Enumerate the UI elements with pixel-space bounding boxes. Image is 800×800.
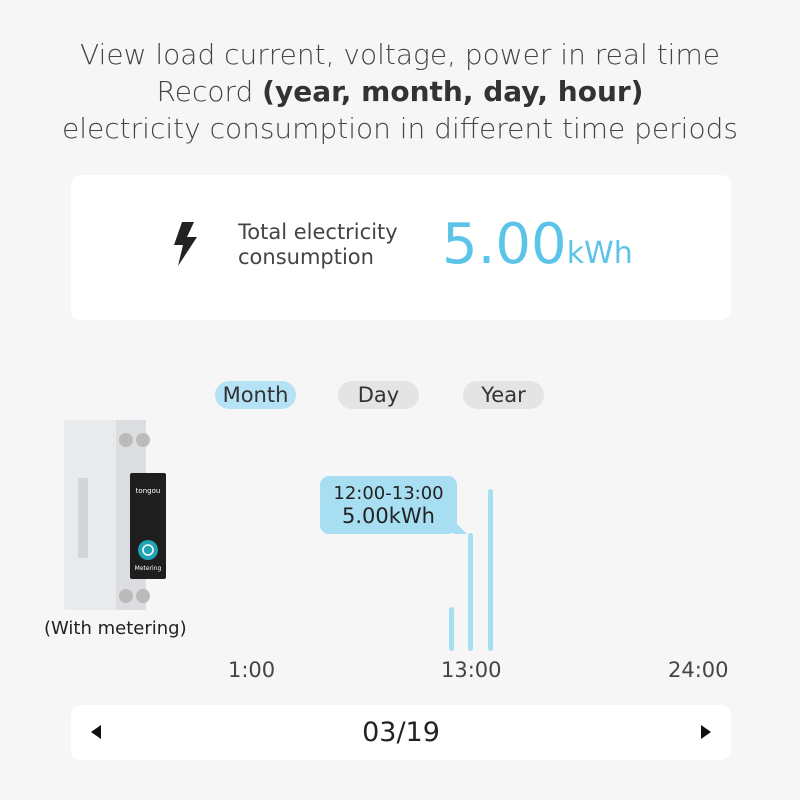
tab-year[interactable]: Year <box>463 381 544 409</box>
chart-tooltip: 12:00-13:00 5.00kWh <box>320 476 467 534</box>
headline: View load current, voltage, power in rea… <box>0 36 800 147</box>
total-consumption-card <box>71 175 731 320</box>
total-value: 5.00kWh <box>442 212 633 277</box>
x-tick-label: 1:00 <box>228 658 276 682</box>
headline-line2: Record (year, month, day, hour) <box>0 73 800 110</box>
chart-bar[interactable] <box>488 489 493 651</box>
total-label-line1: Total electricity <box>238 220 398 244</box>
total-label: Total electricity consumption <box>238 220 398 270</box>
chart-bar[interactable] <box>468 532 473 651</box>
triangle-left-icon[interactable] <box>91 725 101 739</box>
date-navigator: 03/19 <box>71 705 731 760</box>
x-tick-label: 13:00 <box>441 658 502 682</box>
triangle-right-icon[interactable] <box>701 725 711 739</box>
tooltip-value: 5.00kWh <box>342 504 435 528</box>
breaker-device-image: tongou Metering <box>64 420 166 610</box>
svg-text:tongou: tongou <box>136 487 161 495</box>
headline-prefix: Record <box>156 75 263 108</box>
tooltip-range: 12:00-13:00 <box>333 483 444 504</box>
device-caption: (With metering) <box>44 618 187 639</box>
total-unit: kWh <box>566 236 633 271</box>
current-date: 03/19 <box>362 717 440 748</box>
chart-bar[interactable] <box>449 607 454 651</box>
tab-day[interactable]: Day <box>338 381 419 409</box>
svg-text:Metering: Metering <box>135 565 162 572</box>
total-number: 5.00 <box>442 212 567 277</box>
lightning-bolt-icon <box>174 222 197 266</box>
headline-line1: View load current, voltage, power in rea… <box>80 38 720 71</box>
x-tick-label: 24:00 <box>668 658 729 682</box>
tab-month[interactable]: Month <box>215 381 296 409</box>
headline-bold: (year, month, day, hour) <box>262 75 644 108</box>
total-label-line2: consumption <box>238 245 374 269</box>
headline-line3: electricity consumption in different tim… <box>62 112 738 145</box>
